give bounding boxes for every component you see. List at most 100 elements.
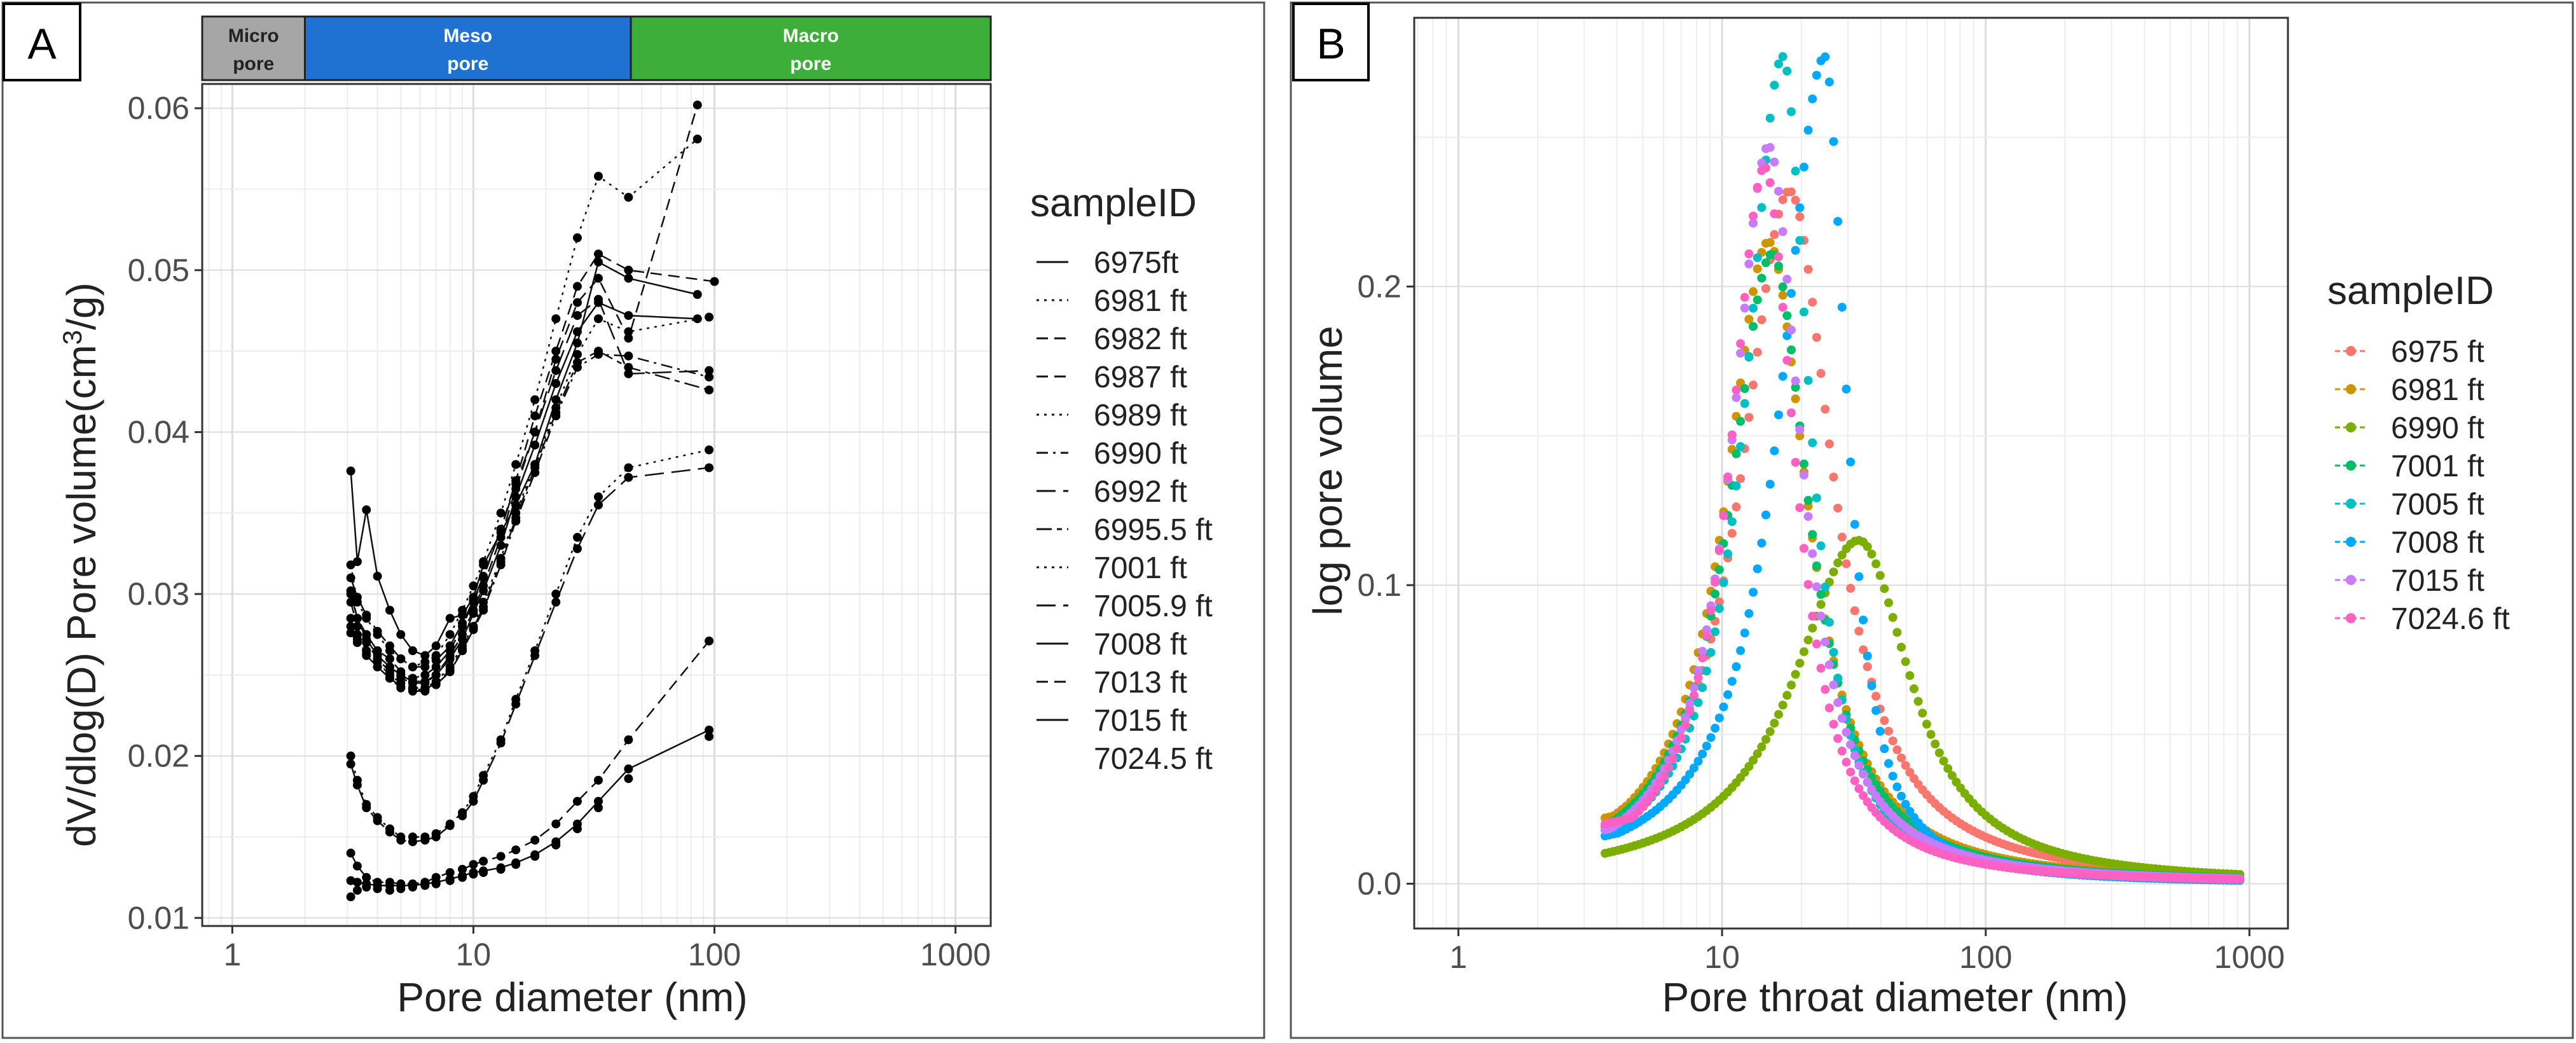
panel-a-data-point bbox=[551, 354, 561, 364]
panel-b-data-point bbox=[1744, 413, 1754, 422]
panel-a-data-point bbox=[445, 665, 455, 675]
panel-b-data-point bbox=[1786, 289, 1796, 298]
panel-a-y-axis-title-superscript: 3 bbox=[57, 330, 87, 345]
panel-b-data-point bbox=[1693, 698, 1703, 707]
panel-a-data-point bbox=[346, 848, 355, 858]
panel-b-data-point bbox=[1698, 653, 1707, 663]
panel-a-data-point bbox=[408, 662, 417, 672]
panel-b-data-point bbox=[1812, 639, 1821, 649]
panel-a-data-point bbox=[551, 597, 561, 607]
panel-b-data-point bbox=[1850, 606, 1859, 616]
panel-a-legend-label: 6989 ft bbox=[1094, 399, 1187, 432]
panel-a-data-point bbox=[624, 311, 633, 321]
panel-b-data-point bbox=[1774, 252, 1783, 261]
panel-a-data-point bbox=[705, 725, 714, 735]
panel-a-data-point bbox=[346, 590, 355, 599]
panel-b-data-point bbox=[1714, 713, 1724, 722]
panel-b-data-point bbox=[1711, 627, 1720, 637]
panel-b-data-point bbox=[1821, 52, 1830, 62]
panel-a-data-point bbox=[479, 857, 488, 866]
panel-b-data-point bbox=[1770, 80, 1779, 90]
panel-b-data-point bbox=[1821, 404, 1830, 414]
panel-b-data-point bbox=[1774, 59, 1783, 69]
panel-b-legend-key-dot bbox=[2346, 613, 2356, 623]
panel-a-legend-label: 6981 ft bbox=[1094, 284, 1187, 318]
panel-a-data-point bbox=[445, 630, 455, 639]
panel-a-legend-label: 6975ft bbox=[1094, 246, 1178, 280]
panel-b-data-point bbox=[1896, 791, 1906, 801]
panel-b-data-point bbox=[1842, 728, 1851, 737]
panel-a-data-point bbox=[624, 265, 633, 275]
pore-band-macro bbox=[630, 15, 992, 81]
panel-b-data-point bbox=[1863, 662, 1872, 672]
panel-b-data-point bbox=[1791, 394, 1800, 404]
panel-b-data-point bbox=[1808, 530, 1817, 539]
panel-b-data-point bbox=[1943, 764, 1953, 773]
panel-a-data-point bbox=[373, 662, 382, 672]
panel-b-data-point bbox=[1706, 733, 1716, 742]
panel-a-data-point bbox=[469, 860, 478, 869]
panel-a-y-axis-title-main: dV/dlog(D) Pore volume(cm bbox=[59, 345, 104, 847]
pore-band-macro-sublabel: pore bbox=[790, 53, 832, 74]
panel-b-data-point bbox=[1795, 425, 1805, 434]
panel-b-data-point bbox=[1816, 541, 1826, 551]
panel-b-data-point bbox=[1723, 549, 1733, 558]
panel-b-data-point bbox=[1829, 719, 1838, 729]
panel-b-data-point bbox=[1833, 698, 1843, 707]
panel-a-data-point bbox=[551, 347, 561, 356]
panel-b-data-point bbox=[1753, 295, 1762, 305]
panel-b-data-point bbox=[1871, 691, 1881, 701]
panel-b-data-point bbox=[1867, 785, 1877, 794]
panel-b-data-point bbox=[1685, 707, 1695, 716]
panel-a-data-point bbox=[346, 621, 355, 631]
panel-a-data-point bbox=[624, 351, 633, 361]
panel-a-data-point bbox=[705, 732, 714, 742]
panel-b-series bbox=[1601, 163, 2245, 884]
panel-a-data-point bbox=[594, 501, 603, 509]
panel-b-data-point bbox=[1846, 767, 1856, 777]
panel-b-data-point bbox=[1719, 578, 1728, 588]
panel-a-data-point bbox=[551, 840, 561, 850]
panel-b-data-point bbox=[1732, 393, 1741, 403]
panel-a-data-point bbox=[346, 892, 355, 902]
panel-b-data-point bbox=[1913, 696, 1923, 706]
panel-b-label: B bbox=[1316, 20, 1345, 68]
panel-a-data-point bbox=[373, 626, 382, 636]
panel-b-data-point bbox=[1875, 570, 1885, 580]
panel-b-data-point bbox=[1786, 187, 1796, 197]
panel-b-data-point bbox=[1736, 474, 1746, 483]
panel-a-y-tick-label: 0.02 bbox=[128, 738, 189, 774]
pore-band-micro-label: Micro bbox=[228, 25, 279, 46]
panel-a-data-point bbox=[396, 884, 406, 894]
panel-b-x-tick-label: 1000 bbox=[2214, 939, 2285, 975]
panel-a-data-point bbox=[572, 338, 582, 348]
panel-a-y-ticks: 0.01 0.02 0.03 0.04 0.05 0.06 bbox=[128, 90, 202, 936]
panel-a-y-tick-label: 0.05 bbox=[128, 252, 189, 288]
panel-a-data-point bbox=[373, 884, 382, 894]
panel-b-data-point bbox=[1875, 726, 1885, 736]
panel-b-data-point bbox=[1749, 380, 1758, 390]
panel-b-data-point bbox=[1727, 517, 1737, 527]
panel-b-data-point bbox=[1791, 457, 1800, 467]
panel-b-data-point bbox=[1842, 384, 1851, 394]
panel-a-legend: sampleID 6975ft 6981 ft 6982 ft 6987 ft 6989… bbox=[1030, 181, 1213, 776]
panel-b-y-tick-label: 0.0 bbox=[1357, 866, 1402, 902]
panel-a-data-point bbox=[496, 525, 506, 534]
panel-b-data-point bbox=[1799, 162, 1808, 172]
panel-a-data-point bbox=[408, 685, 417, 694]
panel-b-data-point bbox=[1896, 642, 1906, 652]
panel-b-data-point bbox=[1867, 549, 1877, 559]
panel-b-data-point bbox=[1761, 163, 1771, 173]
panel-b-legend-key-dot bbox=[2346, 499, 2356, 509]
panel-b-data-point bbox=[1854, 626, 1864, 636]
panel-b-data-point bbox=[1749, 756, 1758, 765]
panel-b-data-point bbox=[1749, 322, 1758, 331]
pore-band-micro bbox=[201, 15, 306, 81]
panel-b-data-point bbox=[1744, 314, 1754, 324]
panel-b-series bbox=[1601, 535, 2245, 880]
panel-b-data-point bbox=[1757, 315, 1767, 324]
panel-a-data-point bbox=[511, 492, 521, 502]
panel-b-data-point bbox=[1808, 298, 1817, 307]
panel-a-data-point bbox=[352, 861, 362, 871]
panel-b-data-point bbox=[1765, 238, 1775, 247]
